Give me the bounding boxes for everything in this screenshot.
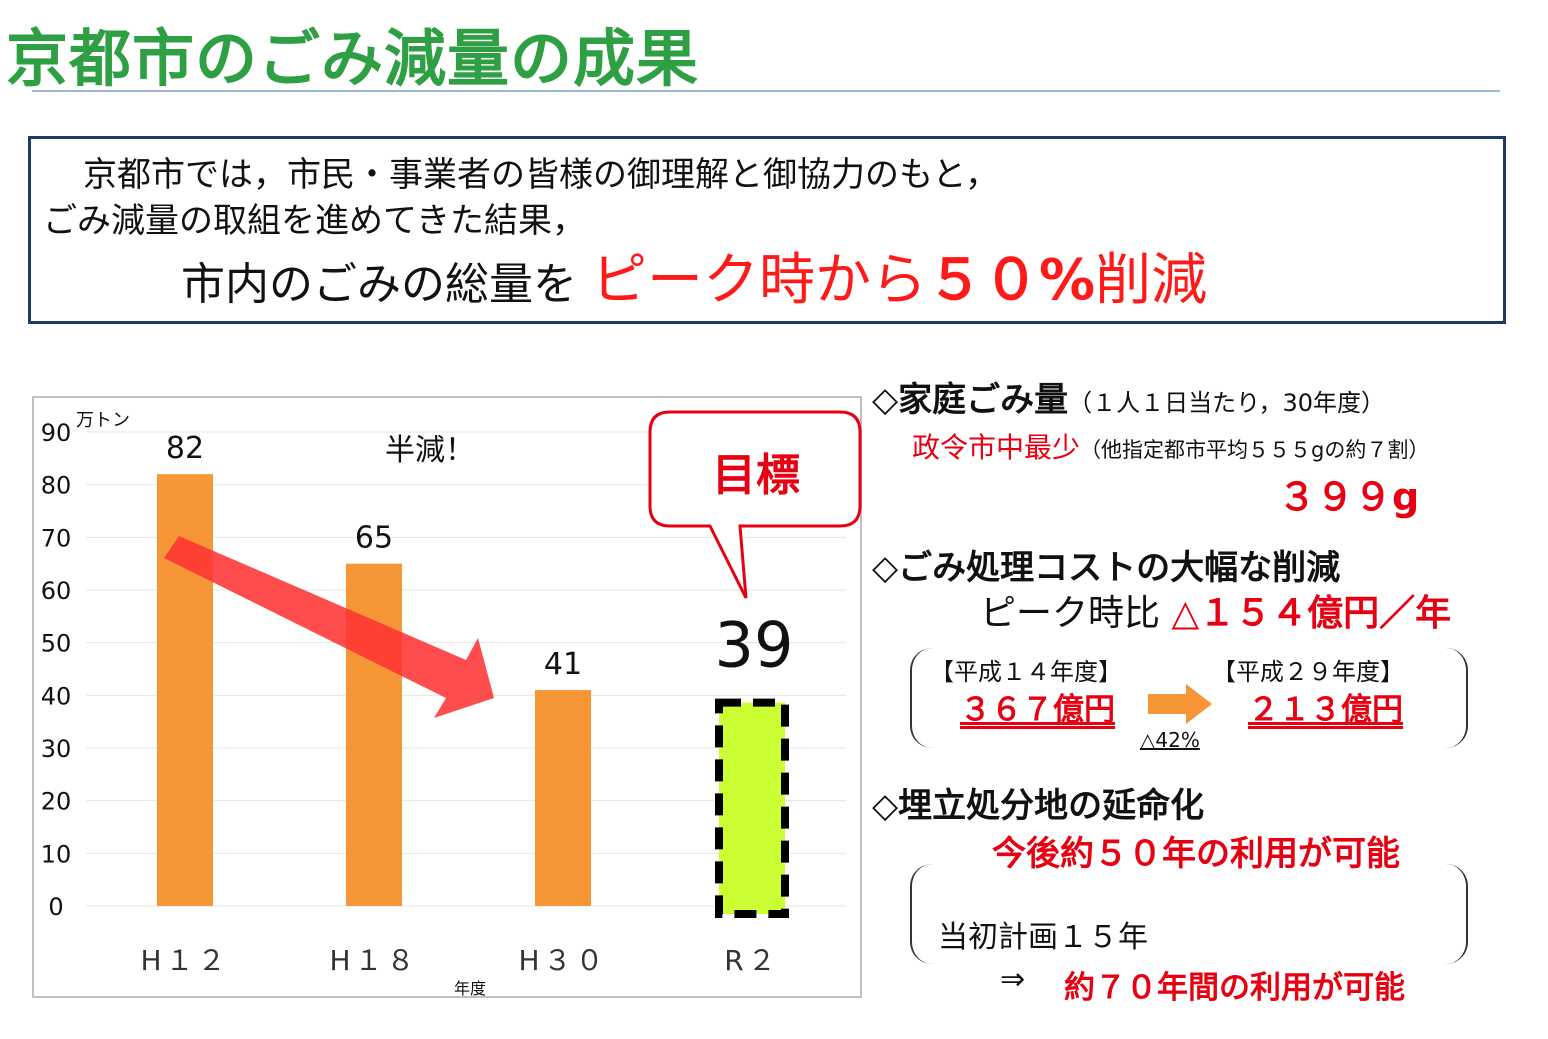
cost-sub-label: ピーク時比 bbox=[980, 593, 1161, 634]
y-tick-label: 0 bbox=[48, 893, 63, 921]
household-waste-value: ３９９g bbox=[1278, 475, 1420, 519]
household-waste-sub-red: 政令市中最少 bbox=[912, 431, 1081, 464]
y-tick-label: 10 bbox=[41, 840, 72, 868]
cost-left-label: 【平成１４年度】 bbox=[930, 658, 1122, 686]
summary-highlight-a: ピーク時から bbox=[591, 248, 927, 313]
cost-arrow-icon bbox=[1148, 684, 1212, 724]
page-title: 京都市のごみ減量の成果 bbox=[6, 22, 700, 95]
summary-box: 京都市では，市民・事業者の皆様の御理解と御協力のもと， ごみ減量の取組を進めてき… bbox=[28, 136, 1506, 324]
y-tick-label: 50 bbox=[41, 630, 72, 658]
chart-panel: 0 10 20 30 40 50 60 70 80 90 万トン 82 H１２ 65 H１８ 41 H３０ 39 R… bbox=[32, 396, 862, 998]
target-callout bbox=[648, 410, 862, 599]
cost-sub-value: △１５４億円／年 bbox=[1171, 593, 1452, 634]
landfill-bracket bbox=[910, 864, 1468, 964]
x-tick-label: H１８ bbox=[329, 944, 418, 977]
summary-highlight: ピーク時から５０%削減 bbox=[591, 248, 1207, 313]
summary-line-2: ごみ減量の取組を進めてきた結果， bbox=[43, 201, 586, 241]
household-waste-heading: ◇家庭ごみ量（１人１日当たり，30年度） bbox=[872, 372, 1385, 421]
summary-prefix: 市内のごみの総量を bbox=[181, 259, 577, 310]
half-annotation: 半減！ bbox=[385, 433, 475, 468]
cost-left-value: ３６７億円 bbox=[960, 692, 1115, 728]
x-tick-label: H３０ bbox=[518, 944, 607, 977]
landfill-plan: 当初計画１５年 bbox=[938, 920, 1148, 955]
household-waste-sub-paren: （他指定都市平均５５５gの約７割） bbox=[1080, 438, 1430, 462]
bar-chart: 0 10 20 30 40 50 60 70 80 90 万トン 82 H１２ 65 H１８ 41 H３０ 39 R… bbox=[41, 410, 862, 998]
bar-value-label: 41 bbox=[544, 647, 582, 682]
target-value-label: 39 bbox=[715, 609, 794, 682]
x-tick-label: R２ bbox=[724, 944, 779, 977]
y-tick-label: 70 bbox=[41, 524, 72, 552]
y-tick-label: 30 bbox=[41, 735, 72, 763]
bar bbox=[535, 690, 591, 906]
decrease-arrow-icon bbox=[164, 536, 494, 718]
title-rule bbox=[32, 90, 1500, 92]
y-tick-label: 20 bbox=[41, 788, 72, 816]
y-unit-label: 万トン bbox=[76, 410, 130, 431]
summary-highlight-b: ５０% bbox=[927, 248, 1096, 313]
cost-sub: ピーク時比 △１５４億円／年 bbox=[980, 584, 1451, 636]
household-waste-paren: （１人１日当たり，30年度） bbox=[1068, 389, 1386, 417]
y-tick-label: 60 bbox=[41, 577, 72, 605]
cost-right-label: 【平成２９年度】 bbox=[1212, 658, 1404, 686]
y-tick-label: 40 bbox=[41, 682, 72, 710]
cost-heading: ◇ごみ処理コストの大幅な削減 bbox=[872, 548, 1341, 588]
household-waste-sub: 政令市中最少（他指定都市平均５５５gの約７割） bbox=[912, 426, 1429, 466]
bar-value-label: 82 bbox=[166, 431, 204, 466]
landfill-heading: ◇埋立処分地の延命化 bbox=[872, 786, 1205, 826]
target-callout-label: 目標 bbox=[712, 450, 800, 501]
x-tick-label: H１２ bbox=[140, 944, 229, 977]
bar-value-label: 65 bbox=[355, 521, 393, 556]
household-waste-title: ◇家庭ごみ量 bbox=[872, 380, 1069, 420]
landfill-arrow-icon: ⇒ bbox=[1000, 962, 1026, 997]
cost-bracket bbox=[910, 648, 1468, 748]
summary-line-1: 京都市では，市民・事業者の皆様の御理解と御協力のもと， bbox=[83, 155, 999, 195]
y-tick-label: 80 bbox=[41, 472, 72, 500]
y-tick-label: 90 bbox=[41, 419, 72, 447]
landfill-result: 約７０年間の利用が可能 bbox=[1064, 970, 1405, 1006]
landfill-value: 今後約５０年の利用が可能 bbox=[992, 834, 1400, 874]
summary-line-3: 市内のごみの総量を ピーク時から５０%削減 bbox=[181, 235, 1207, 316]
x-axis-label: 年度 bbox=[454, 979, 486, 998]
cost-change: △42% bbox=[1140, 728, 1200, 752]
cost-right-value: ２１３億円 bbox=[1248, 692, 1403, 728]
summary-highlight-c: 削減 bbox=[1095, 248, 1208, 313]
target-bar bbox=[715, 698, 789, 918]
